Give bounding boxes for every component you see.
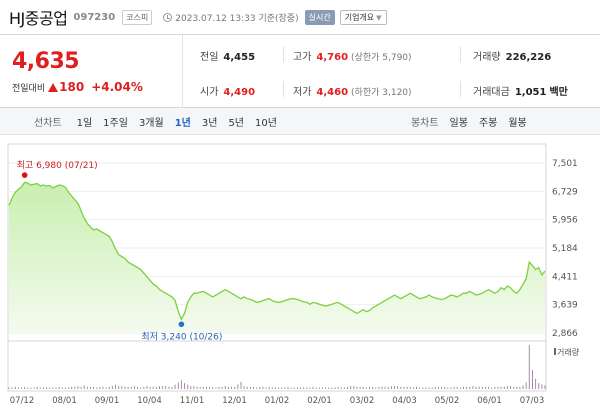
stat-amount: 거래대금 1,051 백만 [473,83,568,98]
x-tick-label: 06/01 [477,396,502,406]
chevron-down-icon: ▼ [376,13,382,22]
x-tick-label: 04/03 [392,396,417,406]
y-tick-label: 5,956 [552,216,578,226]
stat-unit: 백만 [549,87,568,98]
stat-label: 저가 [293,87,312,98]
stat-value: 4,490 [223,87,256,98]
price-change: 전일대비 180 +4.04% [12,80,143,94]
market-badge: 코스피 [122,9,153,25]
up-triangle-icon [48,82,59,92]
stat-note: (하한가 3,120) [351,88,412,98]
stat-label: 거래량 [473,52,501,63]
x-tick-label: 09/01 [95,396,120,406]
period-tab-1y[interactable]: 1년 [174,117,191,129]
stat-label: 고가 [293,52,312,63]
stat-label: 거래대금 [473,87,510,98]
stat-label: 시가 [200,87,219,98]
volume-legend: 거래량 [557,347,580,357]
x-tick-label: 02/01 [307,396,332,406]
stat-high: 고가 4,760 (상한가 5,790) [293,48,412,63]
volume-legend-icon [554,348,556,355]
company-overview-label: 기업개요 [344,12,375,22]
x-tick-label: 01/02 [265,396,290,406]
high-annotation: 최고 6,980 (07/21) [17,160,98,171]
period-tab-1w[interactable]: 1주일 [103,117,128,129]
stat-open: 시가 4,490 [200,83,255,98]
quote-summary: 4,635 전일대비 180 +4.04% 전일 4,455 고가 4,760 … [0,34,600,108]
stat-value: 4,760 [316,52,349,63]
price-chart: 7,501 6,729 5,956 5,184 4,411 3,639 2,866 최고 6,… [0,136,600,409]
x-tick-label: 07/12 [10,396,35,406]
low-marker [178,321,185,328]
stat-divider [460,46,461,62]
x-tick-label: 05/02 [435,396,460,406]
quote-timestamp: 2023.07.12 13:33 기준(장중) [175,13,299,24]
stat-value: 4,460 [316,87,349,98]
period-tab-3m[interactable]: 3개월 [138,117,164,129]
realtime-button[interactable]: 실시간 [304,9,335,25]
y-tick-label: 3,639 [552,301,578,311]
stat-value: 4,455 [223,52,256,63]
stat-divider [460,81,461,97]
x-tick-label: 10/04 [137,396,162,406]
chart-frame [7,143,547,392]
stat-note: (상한가 5,790) [351,53,412,63]
stat-low: 저가 4,460 (하한가 3,120) [293,83,412,98]
high-marker [21,172,28,178]
stat-value: 1,051 [514,87,547,98]
y-tick-label: 7,501 [552,159,578,169]
clock-icon [163,12,173,22]
period-tab-5y[interactable]: 5년 [228,117,244,129]
period-tab-3y[interactable]: 3년 [201,117,218,129]
price-line [8,181,546,321]
y-tick-label: 2,866 [552,329,578,339]
y-tick-label: 6,729 [552,187,578,197]
change-value: 180 [59,80,85,94]
price-panel: 4,635 전일대비 180 +4.04% [0,35,183,107]
candle-tab-monthly[interactable]: 월봉 [508,117,527,129]
stat-volume: 거래량 226,226 [473,48,551,63]
stat-divider [283,81,284,97]
quote-stats: 전일 4,455 고가 4,760 (상한가 5,790) 거래량 226,22… [183,35,600,107]
chart-toolbar: 선차트 1일 1주일 3개월 1년 3년 5년 10년 봉차트 일봉 주봉 월봉 [0,108,600,135]
candle-tab-daily[interactable]: 일봉 [449,117,468,129]
low-annotation: 최저 3,240 (10/26) [141,331,222,342]
y-tick-label: 4,411 [552,272,578,282]
stat-divider [283,46,284,62]
price-chart-svg[interactable]: 7,501 6,729 5,956 5,184 4,411 3,639 2,866 최고 6,… [0,136,600,409]
x-tick-label: 12/01 [222,396,247,406]
change-label: 전일대비 [12,83,46,94]
current-price: 4,635 [12,49,80,74]
stat-value: 226,226 [505,52,552,63]
period-tab-1d[interactable]: 1일 [76,117,93,129]
company-overview-button[interactable]: 기업개요 ▼ [339,9,387,25]
candle-tab-weekly[interactable]: 주봉 [478,117,498,129]
stock-header: HJ중공업 097230 코스피 2023.07.12 13:33 기준(장중)… [0,0,600,34]
change-percent: +4.04% [91,80,143,94]
stock-code: 097230 [73,11,116,23]
x-tick-label: 07/03 [520,396,545,406]
stat-prev-close: 전일 4,455 [200,48,255,63]
x-tick-label: 08/01 [52,396,77,406]
line-chart-label: 선차트 [34,117,62,129]
price-area [9,182,545,333]
x-tick-label: 11/01 [180,396,205,406]
period-tab-10y[interactable]: 10년 [255,117,277,129]
stock-name: HJ중공업 [9,9,68,28]
stat-label: 전일 [200,52,219,63]
y-tick-label: 5,184 [552,244,578,254]
candle-chart-label: 봉차트 [410,117,439,129]
x-tick-label: 03/02 [350,396,375,406]
